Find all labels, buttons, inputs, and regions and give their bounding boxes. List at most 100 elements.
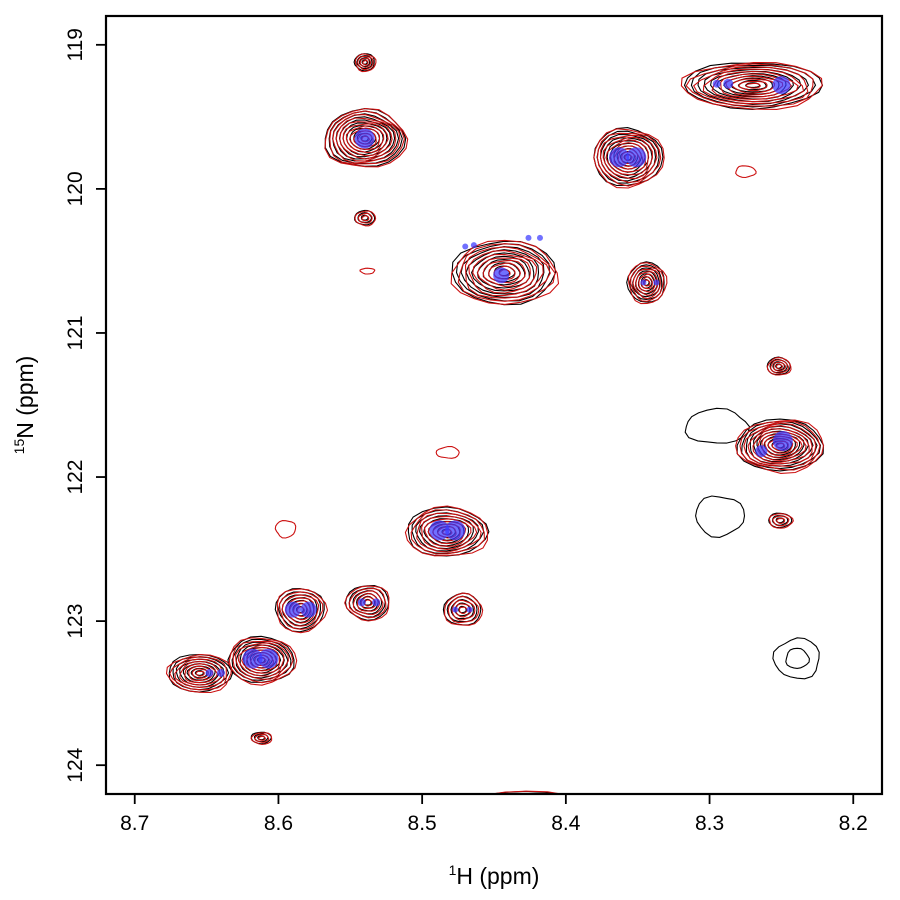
contour-line-spectrum-b	[632, 269, 661, 300]
contour-line-minor	[359, 267, 376, 275]
contour-line-spectrum-b	[447, 595, 480, 624]
contour-line-spectrum-b	[250, 732, 273, 746]
contour-line-spectrum-b	[630, 265, 665, 302]
contour-line-spectrum-b	[165, 653, 233, 694]
contour-line-spectrum-b	[770, 359, 789, 374]
contour-line-spectrum-b	[720, 73, 793, 98]
peak-marker	[372, 598, 381, 607]
contour-line-spectrum-a	[328, 110, 403, 165]
y-tick-label: 121	[64, 315, 87, 350]
contour-line-spectrum-b	[359, 58, 372, 68]
peak-marker	[284, 601, 301, 618]
contour-line-minor	[684, 407, 751, 444]
contour-line-spectrum-b	[472, 253, 538, 294]
contour-line-spectrum-b	[775, 363, 784, 370]
peak-marker	[462, 243, 469, 250]
x-tick-label: 8.7	[120, 812, 149, 835]
y-tick-label: 124	[64, 747, 87, 782]
plot-frame	[104, 14, 884, 796]
contour-line-spectrum-b	[772, 515, 790, 527]
contour-line-spectrum-b	[281, 594, 320, 627]
contour-line-spectrum-b	[680, 61, 823, 110]
contour-line-spectrum-b	[602, 136, 654, 180]
peak-marker	[429, 520, 450, 541]
contour-line-spectrum-b	[344, 585, 390, 622]
contour-line-spectrum-b	[195, 670, 205, 677]
contour-line-spectrum-a	[745, 423, 818, 467]
contour-line-spectrum-b	[254, 733, 270, 743]
contour-line-spectrum-b	[464, 246, 551, 299]
contour-line-spectrum-b	[416, 512, 482, 553]
y-axis-label-superscript: 15	[11, 439, 27, 455]
peak-marker	[609, 147, 630, 168]
peak-marker	[470, 242, 477, 249]
x-axis: 8.7 8.6 8.5 8.4 8.3 8.2	[120, 794, 868, 835]
contour-line-spectrum-b	[627, 262, 668, 305]
x-tick-label: 8.6	[264, 812, 293, 835]
contour-line-spectrum-a	[175, 658, 225, 688]
contour-line-spectrum-b	[458, 606, 468, 615]
contour-line-spectrum-b	[342, 123, 389, 157]
contour-line-spectrum-a	[190, 667, 208, 679]
peak-marker	[354, 128, 375, 149]
peak-marker	[242, 648, 263, 669]
peak-marker	[772, 431, 793, 452]
contour-line-spectrum-b	[739, 421, 821, 471]
contour-line-spectrum-b	[745, 82, 761, 89]
contour-line-spectrum-b	[743, 422, 817, 468]
contour-line-spectrum-b	[773, 361, 787, 372]
contour-line-spectrum-b	[352, 590, 384, 615]
peak-marker	[712, 79, 721, 88]
contour-line-spectrum-b	[232, 640, 294, 684]
x-tick-label: 8.3	[695, 812, 724, 835]
peak-marker	[536, 234, 543, 241]
contour-line-spectrum-b	[169, 656, 227, 691]
contour-line-spectrum-a	[629, 264, 663, 300]
contour-line-spectrum-b	[357, 593, 381, 612]
x-axis-label-text: H (ppm)	[456, 863, 539, 889]
peak-marker	[216, 668, 225, 677]
contour-line-spectrum-b	[276, 588, 329, 634]
contour-line-spectrum-a	[172, 656, 230, 691]
contour-line-spectrum-b	[421, 515, 478, 550]
contour-line-spectrum-b	[362, 59, 369, 66]
x-tick-label: 8.2	[839, 812, 868, 835]
contour-line-spectrum-b	[410, 509, 485, 555]
contour-line-spectrum-b	[768, 513, 794, 529]
contour-line-spectrum-b	[339, 121, 393, 160]
contour-line-spectrum-a	[194, 670, 204, 676]
contour-line-spectrum-b	[349, 127, 381, 150]
contour-line-minor	[785, 647, 810, 669]
peak-marker	[466, 606, 473, 613]
y-tick-label: 123	[64, 604, 87, 639]
contour-line-spectrum-b	[596, 132, 662, 187]
contour-line-spectrum-b	[357, 212, 373, 224]
contour-line-minor	[435, 445, 460, 459]
peak-marker	[205, 668, 214, 677]
y-tick-label: 119	[64, 28, 87, 61]
contour-line-spectrum-b	[188, 665, 214, 682]
contour-line-spectrum-b	[258, 735, 266, 741]
contour-line-spectrum-b	[184, 663, 219, 684]
contour-line-spectrum-a	[455, 243, 551, 302]
contour-line-spectrum-b	[237, 644, 285, 677]
contour-line-spectrum-b	[451, 599, 476, 621]
peak-marker	[653, 279, 660, 286]
contour-line-spectrum-a	[736, 418, 825, 472]
contour-line-spectrum-b	[345, 125, 385, 154]
contour-line-spectrum-b	[444, 592, 484, 626]
contour-line-spectrum-b	[766, 357, 792, 376]
contour-line-spectrum-b	[638, 273, 656, 293]
contour-line-spectrum-b	[335, 117, 397, 162]
contour-line-spectrum-b	[457, 243, 556, 302]
peak-markers	[205, 76, 793, 677]
contour-line-spectrum-b	[482, 259, 526, 288]
peak-marker	[300, 601, 317, 618]
peak-marker	[357, 598, 366, 607]
peak-marker	[452, 606, 459, 613]
peak-marker	[525, 234, 532, 241]
x-tick-label: 8.4	[551, 812, 581, 835]
contour-line-spectrum-b	[179, 660, 222, 686]
peak-marker	[445, 520, 466, 541]
